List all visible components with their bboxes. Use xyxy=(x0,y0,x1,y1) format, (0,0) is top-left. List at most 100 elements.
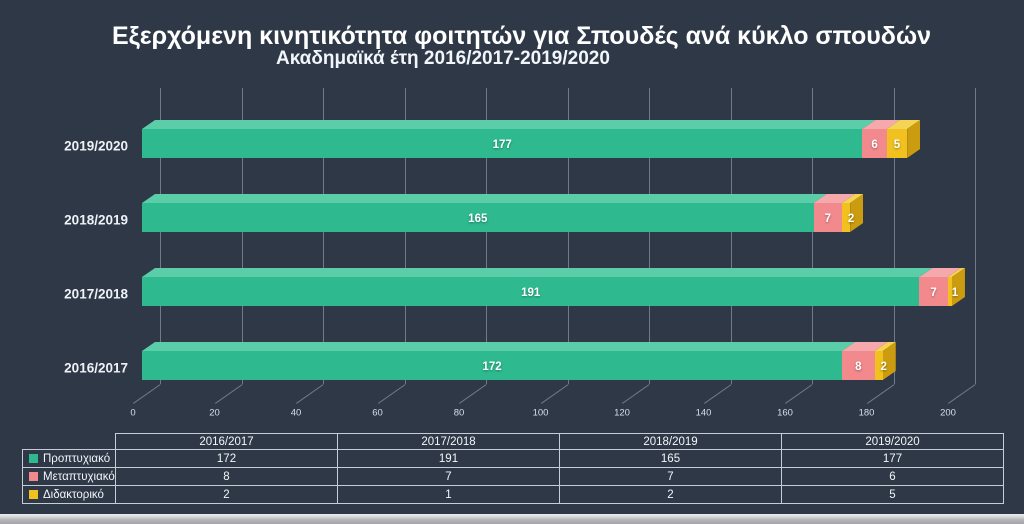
gridline xyxy=(893,88,895,384)
table-value-cell: 172 xyxy=(115,449,338,468)
gridline-floor-segment xyxy=(133,384,161,404)
bar-segment-doctoral xyxy=(842,203,851,232)
gridline-floor-segment xyxy=(703,384,732,404)
gridline-floor-segment xyxy=(377,384,406,404)
bar-segment-top-bevel xyxy=(842,194,864,203)
table-value-cell: 8 xyxy=(115,467,338,486)
x-axis-tick-label: 0 xyxy=(130,407,136,419)
table-column-header: 2018/2019 xyxy=(559,433,782,450)
bar-value-label: 5 xyxy=(893,138,901,151)
gridline xyxy=(649,88,650,384)
bar-segment-postgraduate xyxy=(862,129,887,158)
gridline-floor-segment xyxy=(214,384,243,404)
bar-segment-doctoral xyxy=(874,351,883,380)
bar-value-label: 7 xyxy=(824,212,831,225)
bar-value-label: 172 xyxy=(482,360,502,373)
bar-segment-undergraduate xyxy=(142,351,843,380)
bar-segment-undergraduate xyxy=(142,203,814,232)
gridline xyxy=(241,88,243,384)
bar-segment-top-bevel xyxy=(862,120,900,129)
table-value-cell: 5 xyxy=(781,485,1004,504)
bar-segment-top-bevel xyxy=(874,342,896,351)
gridline xyxy=(812,88,813,384)
bar-value-label: 165 xyxy=(468,212,488,225)
table-column-header: 2019/2020 xyxy=(781,433,1004,450)
bar-segment-top-bevel xyxy=(919,268,961,277)
chart-subtitle: Ακαδημαϊκά έτη 2016/2017-2019/2020 xyxy=(276,48,610,69)
legend-label: Προπτυχιακό xyxy=(43,452,111,465)
table-row: Προπτυχιακό 172 191 165 177 xyxy=(22,449,1004,468)
bar-segment-top-bevel xyxy=(886,120,921,129)
bar-end-cap xyxy=(882,342,896,380)
bar-segment-undergraduate xyxy=(142,277,920,306)
x-axis-tick-label: 40 xyxy=(290,407,302,419)
category-label: 2018/2019 xyxy=(64,212,128,227)
gridline-floor-segment xyxy=(866,384,895,404)
table-value-cell: 191 xyxy=(337,449,560,468)
legend-cell: Διδακτορικό xyxy=(22,485,116,504)
legend-label: Μεταπτυχιακό xyxy=(43,470,115,483)
gridline xyxy=(567,88,569,384)
bar-segment-top-bevel xyxy=(842,342,888,351)
data-table: 2016/2017 2017/2018 2018/2019 2019/2020 Προπ… xyxy=(22,433,1004,504)
gridline-floor-segment xyxy=(785,384,813,404)
x-axis-tick-label: 60 xyxy=(372,407,383,419)
table-column-header: 2017/2018 xyxy=(337,433,560,450)
legend-cell: Προπτυχιακό xyxy=(22,449,116,468)
gridline-floor-segment xyxy=(459,384,487,404)
gridline xyxy=(975,88,976,384)
legend-label: Διδακτορικό xyxy=(43,488,104,501)
slide-bottom-edge xyxy=(0,514,1024,524)
bar-value-label: 1 xyxy=(951,286,959,299)
bar-value-label: 6 xyxy=(871,138,878,151)
table-corner-cell xyxy=(23,434,116,450)
gridline-floor-segment xyxy=(948,384,976,404)
table-row: Μεταπτυχιακό 8 7 7 6 xyxy=(22,467,1004,486)
gridline xyxy=(404,88,406,384)
table-value-cell: 2 xyxy=(559,485,782,504)
x-axis-tick-label: 140 xyxy=(695,407,712,419)
x-axis-tick-label: 80 xyxy=(453,407,465,419)
bar-value-label: 8 xyxy=(855,360,862,373)
table-value-cell: 7 xyxy=(337,467,560,486)
bar-end-cap xyxy=(850,194,864,232)
gridline xyxy=(160,88,161,384)
gridline-floor-segment xyxy=(540,384,569,404)
bar-value-label: 177 xyxy=(492,138,512,151)
gridline-floor-segment xyxy=(296,384,324,404)
bar-value-label: 2 xyxy=(880,360,887,373)
bar-segment-top-bevel xyxy=(813,194,856,203)
legend-cell: Μεταπτυχιακό xyxy=(22,467,116,486)
category-label: 2019/2020 xyxy=(64,138,128,153)
table-column-header: 2016/2017 xyxy=(115,433,338,450)
gridline xyxy=(486,88,487,384)
chart-title: Εξερχόμενη κινητικότητα φοιτητών για Σπο… xyxy=(112,22,931,50)
table-value-cell: 1 xyxy=(337,485,560,504)
x-axis-tick-label: 180 xyxy=(858,407,875,419)
bar-segment-doctoral xyxy=(886,129,908,158)
table-value-cell: 2 xyxy=(115,485,338,504)
legend-swatch-icon xyxy=(29,489,38,499)
gridline xyxy=(323,88,324,384)
bar-segment-top-bevel xyxy=(142,342,856,351)
bar-segment-undergraduate xyxy=(142,129,863,158)
bar-value-label: 2 xyxy=(847,212,855,225)
gridline-floor-segment xyxy=(622,384,650,404)
bar-segment-postgraduate xyxy=(842,351,875,380)
bar-segment-top-bevel xyxy=(142,120,876,129)
bar-segment-top-bevel xyxy=(142,194,827,203)
table-value-cell: 6 xyxy=(781,467,1004,486)
x-axis-tick-label: 100 xyxy=(532,407,549,419)
table-header-row: 2016/2017 2017/2018 2018/2019 2019/2020 xyxy=(23,433,1004,450)
x-axis-tick-label: 160 xyxy=(777,407,793,419)
bar-value-label: 191 xyxy=(521,286,541,299)
bar-segment-top-bevel xyxy=(142,268,933,277)
bar-segment-top-bevel xyxy=(947,268,965,277)
bar-segment-doctoral xyxy=(947,277,952,306)
table-value-cell: 177 xyxy=(781,449,1004,468)
gridline xyxy=(730,88,732,384)
x-axis-tick-label: 120 xyxy=(614,407,630,419)
x-axis-tick-label: 200 xyxy=(940,407,956,419)
table-value-cell: 165 xyxy=(559,449,782,468)
